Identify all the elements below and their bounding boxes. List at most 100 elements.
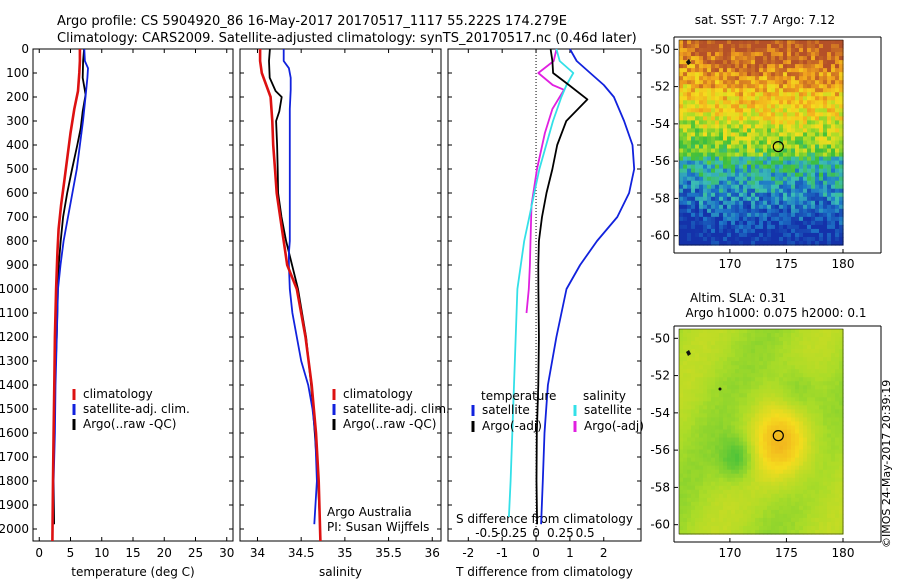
y-tick-label: 1300 xyxy=(0,354,29,368)
x-tick-label: 0 xyxy=(35,546,43,560)
annotation: Argo Australia xyxy=(327,505,412,519)
map-x-tick-label: 180 xyxy=(832,257,855,271)
map-x-tick-label: 170 xyxy=(718,257,741,271)
y-tick-label: 2000 xyxy=(0,522,29,536)
map-y-tick-label: -52 xyxy=(650,80,670,94)
salinity-panel: 34 34.5 35 35.5 36 salinity climatologysatelli… xyxy=(239,48,450,579)
y-tick-label: 1000 xyxy=(0,282,29,296)
map-y-tick-label: -54 xyxy=(650,117,670,131)
sst-field xyxy=(679,40,844,246)
legend-label: satellite xyxy=(584,403,632,417)
y-tick-label: 200 xyxy=(6,90,29,104)
x-tick-label: 25 xyxy=(188,546,203,560)
x-axis-label: salinity xyxy=(319,565,362,579)
y-tick-label: 500 xyxy=(6,162,29,176)
map-x-tick-label: 170 xyxy=(718,546,741,560)
x-axis-label: temperature (deg C) xyxy=(71,565,194,579)
header-line1: Argo profile: CS 5904920_86 16-May-2017 … xyxy=(57,14,567,29)
legend-label: Argo(..raw -QC) xyxy=(343,417,436,431)
series-line-1 xyxy=(535,48,589,525)
map-y-tick-label: -58 xyxy=(650,191,670,205)
y-tick-label: 1500 xyxy=(0,402,29,416)
y-tick-label: 600 xyxy=(6,186,29,200)
y-tick-label: 300 xyxy=(6,114,29,128)
x2-tick-label: 0 xyxy=(532,526,540,540)
map-x-tick-label: 175 xyxy=(775,546,798,560)
island xyxy=(686,59,691,65)
y-tick-label: 700 xyxy=(6,210,29,224)
series-line-2 xyxy=(508,48,575,518)
x-tick-label: -2 xyxy=(462,546,474,560)
sla-map: -50 -52 -54 -56 -58 -60 170 175 180 Altim. SLA: 0… xyxy=(650,59,882,560)
legend-label: satellite xyxy=(482,403,530,417)
legend-label: Argo(..raw -QC) xyxy=(83,417,176,431)
map-x-tick-label: 180 xyxy=(832,546,855,560)
x-tick-label: 10 xyxy=(94,546,109,560)
legend-title: salinity xyxy=(583,389,626,403)
map-y-tick-label: -50 xyxy=(650,331,670,345)
x-axis-label: T difference from climatology xyxy=(455,565,633,579)
y-tick-label: 1700 xyxy=(0,450,29,464)
y-tick-label: 1900 xyxy=(0,498,29,512)
y-tick-label: 1400 xyxy=(0,378,29,392)
x-tick-label: 34.5 xyxy=(288,546,315,560)
island xyxy=(686,350,691,356)
x-tick-label: 35 xyxy=(337,546,352,560)
legend-label: climatology xyxy=(343,387,413,401)
sla-field xyxy=(679,329,844,535)
legend-label: Argo(-adj) xyxy=(584,419,644,433)
series-line-1 xyxy=(282,49,318,525)
temperature-panel: 0100200300400500600700800900100011001200… xyxy=(0,42,234,579)
map-x-tick-label: 175 xyxy=(775,257,798,271)
x2-axis-label: S difference from climatology xyxy=(456,512,633,526)
map-y-tick-label: -52 xyxy=(650,369,670,383)
series-line-0 xyxy=(540,48,636,525)
series-line-0 xyxy=(258,49,322,542)
y-tick-label: 1600 xyxy=(0,426,29,440)
map-frame xyxy=(678,39,844,246)
island xyxy=(718,387,722,391)
map-y-tick-label: -60 xyxy=(650,518,670,532)
map-y-tick-label: -50 xyxy=(650,42,670,56)
x-tick-label: 34 xyxy=(250,546,265,560)
x2-tick-label: -0.25 xyxy=(496,526,527,540)
x-tick-label: 0 xyxy=(532,546,540,560)
y-tick-label: 400 xyxy=(6,138,29,152)
argo-location-marker xyxy=(772,141,784,153)
difference-panel: -2 -1 0 1 2 T difference from climatology -0.5… xyxy=(447,48,644,579)
x2-tick-label: 0.25 xyxy=(547,526,574,540)
legend-label: climatology xyxy=(83,387,153,401)
y-tick-label: 1800 xyxy=(0,474,29,488)
annotation: PI: Susan Wijffels xyxy=(327,520,429,534)
map-title-line2: Argo h1000: 0.075 h2000: 0.1 xyxy=(686,306,867,320)
x-tick-label: 1 xyxy=(566,546,574,560)
x-tick-label: 5 xyxy=(67,546,75,560)
series-line-3 xyxy=(525,48,565,314)
timestamp: ©IMOS 24-May-2017 20:39:19 xyxy=(880,380,893,548)
map-y-tick-label: -56 xyxy=(650,154,670,168)
y-tick-label: 0 xyxy=(21,42,29,56)
series-line-0 xyxy=(51,49,82,542)
y-tick-label: 1200 xyxy=(0,330,29,344)
legend-label: Argo(-adj) xyxy=(482,419,542,433)
x-tick-label: 2 xyxy=(600,546,608,560)
map-y-tick-label: -54 xyxy=(650,406,670,420)
x-tick-label: 30 xyxy=(219,546,234,560)
plot-frame xyxy=(32,48,234,542)
map-y-tick-label: -58 xyxy=(650,480,670,494)
argo-location-marker xyxy=(772,430,784,442)
sst-map: -50 -52 -54 -56 -58 -60 170 175 180 sat. SST: 7.7… xyxy=(650,13,882,271)
legend-title: temperature xyxy=(481,389,556,403)
x-tick-label: 35.5 xyxy=(375,546,402,560)
x-tick-label: 36 xyxy=(425,546,440,560)
legend-label: satellite-adj. clim. xyxy=(83,402,190,416)
y-tick-label: 1100 xyxy=(0,306,29,320)
map-y-tick-label: -60 xyxy=(650,229,670,243)
y-tick-label: 900 xyxy=(6,258,29,272)
y-tick-label: 100 xyxy=(6,66,29,80)
x-tick-label: 15 xyxy=(125,546,140,560)
map-y-tick-label: -56 xyxy=(650,443,670,457)
x2-tick-label: -0.5 xyxy=(475,526,498,540)
map-title-line1: Altim. SLA: 0.31 xyxy=(690,291,786,305)
